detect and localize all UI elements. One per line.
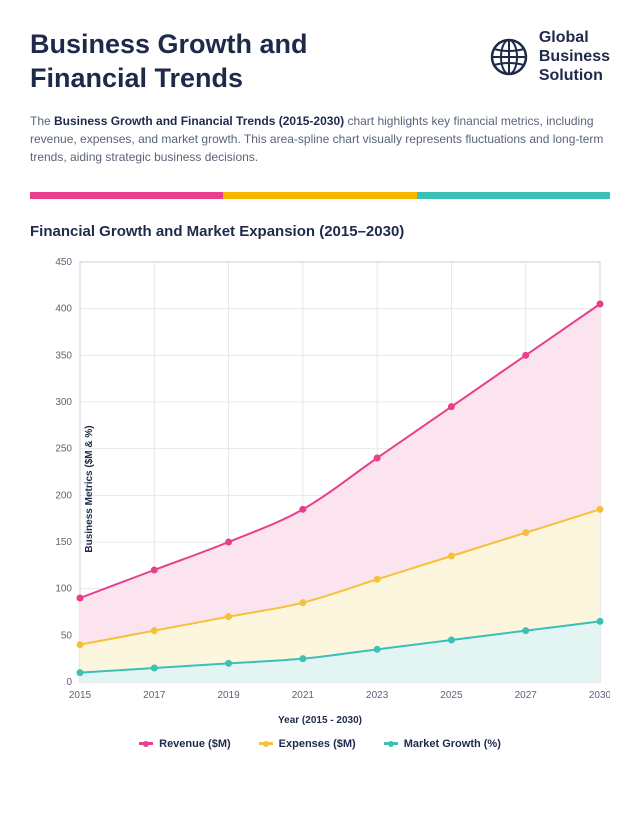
svg-text:2019: 2019 <box>217 690 240 701</box>
desc-bold: Business Growth and Financial Trends (20… <box>54 114 344 128</box>
svg-text:250: 250 <box>55 443 72 454</box>
legend-item: Expenses ($M) <box>259 738 356 750</box>
legend: Revenue ($M) Expenses ($M) Market Growth (… <box>30 738 610 750</box>
legend-swatch <box>384 742 398 745</box>
svg-text:2015: 2015 <box>69 690 92 701</box>
svg-text:100: 100 <box>55 583 72 594</box>
svg-text:2023: 2023 <box>366 690 389 701</box>
area-chart: 0 50 100 150 200 250 300 350 400 450 2015 2017 2019 2… <box>30 252 610 704</box>
svg-text:2021: 2021 <box>292 690 315 701</box>
brand: Global Business Solution <box>489 28 610 86</box>
svg-text:0: 0 <box>66 677 72 688</box>
svg-text:50: 50 <box>61 630 73 641</box>
svg-text:450: 450 <box>55 257 72 268</box>
svg-text:2030: 2030 <box>589 690 610 701</box>
svg-text:150: 150 <box>55 537 72 548</box>
x-axis-label: Year (2015 - 2030) <box>30 715 610 726</box>
brand-line: Solution <box>539 66 610 85</box>
color-stripe <box>30 192 610 199</box>
globe-icon <box>489 37 529 77</box>
svg-text:350: 350 <box>55 350 72 361</box>
brand-line: Business <box>539 47 610 66</box>
brand-name: Global Business Solution <box>539 28 610 86</box>
page-title: Business Growth and Financial Trends <box>30 28 370 96</box>
svg-text:200: 200 <box>55 490 72 501</box>
chart-title: Financial Growth and Market Expansion (2… <box>30 223 610 240</box>
svg-text:2017: 2017 <box>143 690 166 701</box>
desc-before: The <box>30 114 54 128</box>
legend-item: Market Growth (%) <box>384 738 501 750</box>
description: The Business Growth and Financial Trends… <box>30 112 610 166</box>
legend-label: Market Growth (%) <box>404 738 501 750</box>
svg-text:2025: 2025 <box>440 690 463 701</box>
legend-item: Revenue ($M) <box>139 738 231 750</box>
legend-swatch <box>139 742 153 745</box>
legend-swatch <box>259 742 273 745</box>
brand-line: Global <box>539 28 610 47</box>
y-axis-label: Business Metrics ($M & %) <box>84 425 95 552</box>
svg-text:400: 400 <box>55 303 72 314</box>
svg-text:2027: 2027 <box>515 690 538 701</box>
chart-area: Business Metrics ($M & %) 0 50 100 150 200 25… <box>30 252 610 726</box>
legend-label: Revenue ($M) <box>159 738 231 750</box>
svg-text:300: 300 <box>55 397 72 408</box>
legend-label: Expenses ($M) <box>279 738 356 750</box>
